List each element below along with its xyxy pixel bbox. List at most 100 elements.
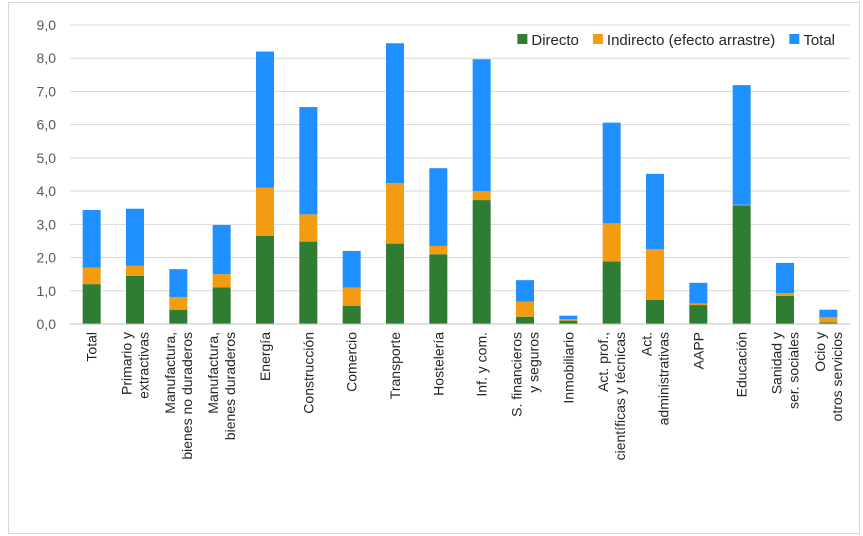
bar-total-7 — [386, 43, 404, 184]
legend-swatch — [592, 34, 603, 44]
bar-directo-10 — [516, 316, 534, 324]
bar-total-2 — [169, 269, 188, 298]
bar-total-8 — [429, 168, 448, 246]
x-category-label: Manufactura,bienes no duraderos — [162, 332, 195, 460]
y-tick-label: 1,0 — [37, 283, 57, 299]
bar-total-1 — [126, 208, 144, 266]
bar-indirecto-10 — [516, 301, 534, 317]
y-tick-label: 6,0 — [37, 117, 57, 133]
x-category-label-line: Total — [84, 332, 100, 362]
bars — [82, 43, 838, 324]
y-tick-label: 9,0 — [37, 17, 57, 33]
x-category-label: Primario yextractivas — [119, 332, 152, 399]
y-tick-label: 0,0 — [37, 316, 57, 332]
x-category-label-line: Primario y — [119, 332, 135, 395]
bar-indirecto-17 — [819, 317, 838, 323]
x-axis-category-labels: Total Primario yextractivas Manufactura,bi… — [84, 332, 845, 461]
bar-total-13 — [646, 173, 664, 250]
bar-indirecto-12 — [602, 223, 621, 262]
x-category-label: Sanidad yser. sociales — [769, 332, 802, 409]
bar-directo-9 — [472, 200, 491, 324]
x-category-label: Construcción — [300, 332, 316, 414]
x-category-label-line: ser. sociales — [786, 332, 802, 409]
x-category-label: Total — [84, 332, 100, 362]
y-tick-label: 7,0 — [37, 83, 57, 99]
bar-indirecto-14 — [689, 303, 708, 306]
x-category-label-line: Energía — [257, 332, 273, 381]
y-axis-tick-labels: 0,0 1,0 2,0 3,0 4,0 5,0 6,0 7,0 8,0 9,0 — [37, 17, 57, 332]
bar-total-16 — [776, 262, 794, 294]
x-category-label-line: extractivas — [136, 332, 152, 399]
legend-swatch — [789, 34, 800, 44]
bar-directo-7 — [386, 243, 404, 324]
x-category-label: Energía — [257, 332, 273, 381]
legend-label: Total — [803, 32, 835, 49]
x-category-label: Transporte — [387, 332, 403, 399]
bar-directo-0 — [82, 284, 101, 324]
bar-directo-3 — [212, 287, 231, 324]
gridlines — [70, 24, 850, 292]
x-category-label-line: Comercio — [344, 332, 360, 392]
bar-indirecto-6 — [342, 287, 361, 306]
bar-indirecto-5 — [299, 214, 318, 242]
x-category-label: Hostelería — [430, 332, 446, 396]
x-category-label-line: Inmobiliario — [560, 332, 576, 404]
bar-indirecto-7 — [386, 183, 404, 244]
bar-indirecto-13 — [646, 249, 664, 300]
x-category-label-line: S. financieros — [509, 332, 525, 417]
bar-indirecto-16 — [776, 293, 794, 296]
bar-indirecto-11 — [559, 319, 578, 321]
bar-total-10 — [516, 280, 534, 302]
x-category-label-line: bienes duraderos — [222, 332, 238, 440]
bar-total-0 — [82, 210, 101, 268]
x-category-label: Educación — [734, 332, 750, 397]
bar-total-12 — [602, 122, 621, 224]
bar-directo-6 — [342, 305, 361, 324]
bar-directo-13 — [646, 299, 664, 324]
bar-total-6 — [342, 250, 361, 288]
bar-total-17 — [819, 309, 838, 318]
bar-directo-11 — [559, 320, 578, 324]
x-category-label: AAPP — [690, 332, 706, 369]
bar-indirecto-4 — [256, 187, 274, 236]
bar-indirecto-0 — [82, 267, 101, 285]
x-category-label-line: Hostelería — [430, 332, 446, 396]
bar-directo-16 — [776, 295, 794, 324]
bar-directo-4 — [256, 235, 274, 324]
x-category-label: Act. prof.,científicas y técnicas — [595, 332, 628, 460]
x-category-label-line: Act. prof., — [595, 332, 611, 392]
x-category-label: Manufactura,bienes duraderos — [205, 332, 238, 440]
x-category-label-line: Manufactura, — [162, 332, 178, 414]
x-category-label-line: científicas y técnicas — [612, 332, 628, 460]
bar-indirecto-8 — [429, 245, 448, 255]
bar-indirecto-15 — [732, 204, 751, 206]
bar-indirecto-9 — [472, 191, 491, 201]
x-category-label-line: Act. — [639, 332, 655, 356]
x-category-label: Inmobiliario — [560, 332, 576, 404]
bar-total-3 — [212, 224, 231, 275]
x-category-label-line: Sanidad y — [769, 332, 785, 394]
x-category-label-line: Ocio y — [812, 332, 828, 372]
legend-swatch — [517, 34, 528, 44]
x-category-label: Comercio — [344, 332, 360, 392]
bar-directo-12 — [602, 261, 621, 324]
x-category-label-line: bienes no duraderos — [179, 332, 195, 460]
x-category-label-line: Transporte — [387, 332, 403, 399]
x-category-label-line: Inf. y com. — [474, 332, 490, 397]
legend-label: Indirecto (efecto arrastre) — [607, 32, 775, 49]
x-category-label-line: Construcción — [300, 332, 316, 414]
bar-directo-14 — [689, 305, 708, 324]
x-category-label-line: otros servicios — [829, 332, 845, 421]
bar-indirecto-3 — [212, 274, 231, 288]
legend-label: Directo — [531, 32, 579, 49]
x-category-label: Act.administrativas — [639, 332, 672, 425]
x-category-label-line: administrativas — [656, 332, 672, 425]
bar-directo-17 — [819, 322, 838, 324]
x-category-label-line: y seguros — [526, 332, 542, 393]
y-tick-label: 2,0 — [37, 250, 57, 266]
x-category-label: Ocio yotros servicios — [812, 332, 845, 421]
bar-total-4 — [256, 51, 274, 188]
bar-directo-5 — [299, 241, 318, 324]
bar-total-11 — [559, 315, 578, 320]
